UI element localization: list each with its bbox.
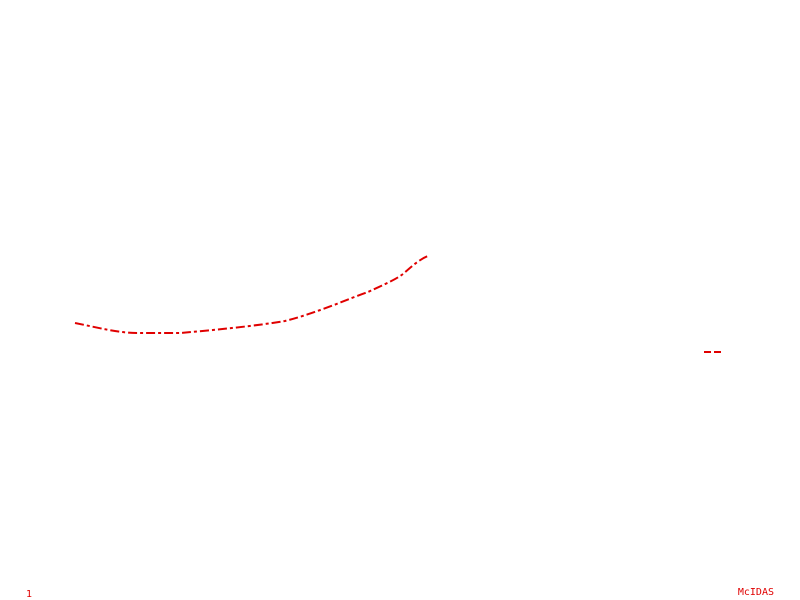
product-label: McIDAS — [737, 587, 774, 598]
frame-number: 1 — [26, 589, 33, 600]
dashed-contour-line — [74, 255, 429, 334]
